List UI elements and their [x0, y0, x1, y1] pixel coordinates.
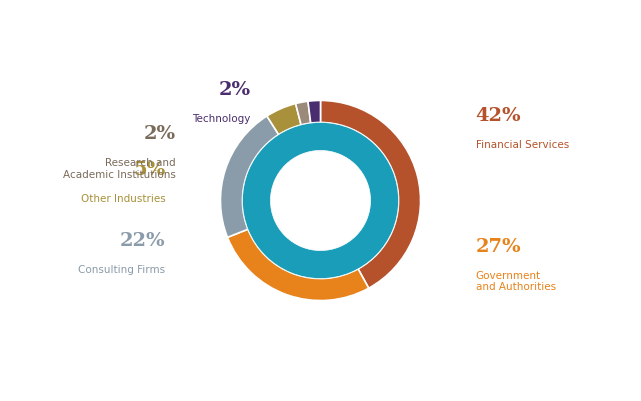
Wedge shape [242, 122, 399, 279]
Wedge shape [308, 100, 320, 123]
Wedge shape [221, 116, 279, 237]
Text: Other Industries: Other Industries [81, 194, 165, 205]
Text: 42%: 42% [476, 107, 521, 126]
Text: 2%: 2% [144, 126, 176, 144]
Text: Research and
Academic Institutions: Research and Academic Institutions [63, 158, 176, 180]
Text: 27%: 27% [476, 237, 521, 255]
Wedge shape [267, 103, 301, 135]
Text: Technology: Technology [192, 114, 251, 124]
Text: Government
and Authorities: Government and Authorities [476, 271, 556, 292]
Text: Financial Services: Financial Services [476, 140, 569, 150]
Text: 5%: 5% [133, 162, 165, 180]
Wedge shape [296, 101, 311, 125]
Text: Consulting Firms: Consulting Firms [78, 265, 165, 275]
Wedge shape [320, 100, 420, 288]
Text: 22%: 22% [120, 231, 165, 249]
Text: 2%: 2% [219, 81, 251, 99]
Wedge shape [228, 229, 369, 301]
